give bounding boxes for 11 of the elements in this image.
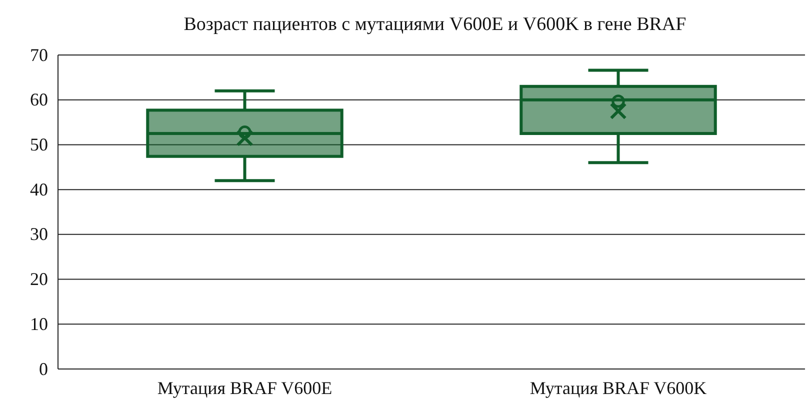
- y-tick-label: 60: [30, 90, 48, 110]
- y-tick-label: 40: [30, 179, 48, 200]
- x-tick-label: Мутация BRAF V600K: [530, 378, 707, 398]
- y-tick-label: 10: [30, 314, 48, 334]
- y-tick-label: 70: [30, 44, 48, 65]
- chart-title: Возраст пациентов с мутациями V600E и V600K в гене BRAF: [184, 14, 686, 35]
- y-tick-label: 50: [30, 134, 48, 154]
- x-tick-label: Мутация BRAF V600E: [157, 378, 332, 398]
- y-tick-label: 20: [30, 269, 48, 290]
- y-tick-label: 30: [30, 224, 48, 244]
- y-tick-label: 0: [39, 358, 48, 379]
